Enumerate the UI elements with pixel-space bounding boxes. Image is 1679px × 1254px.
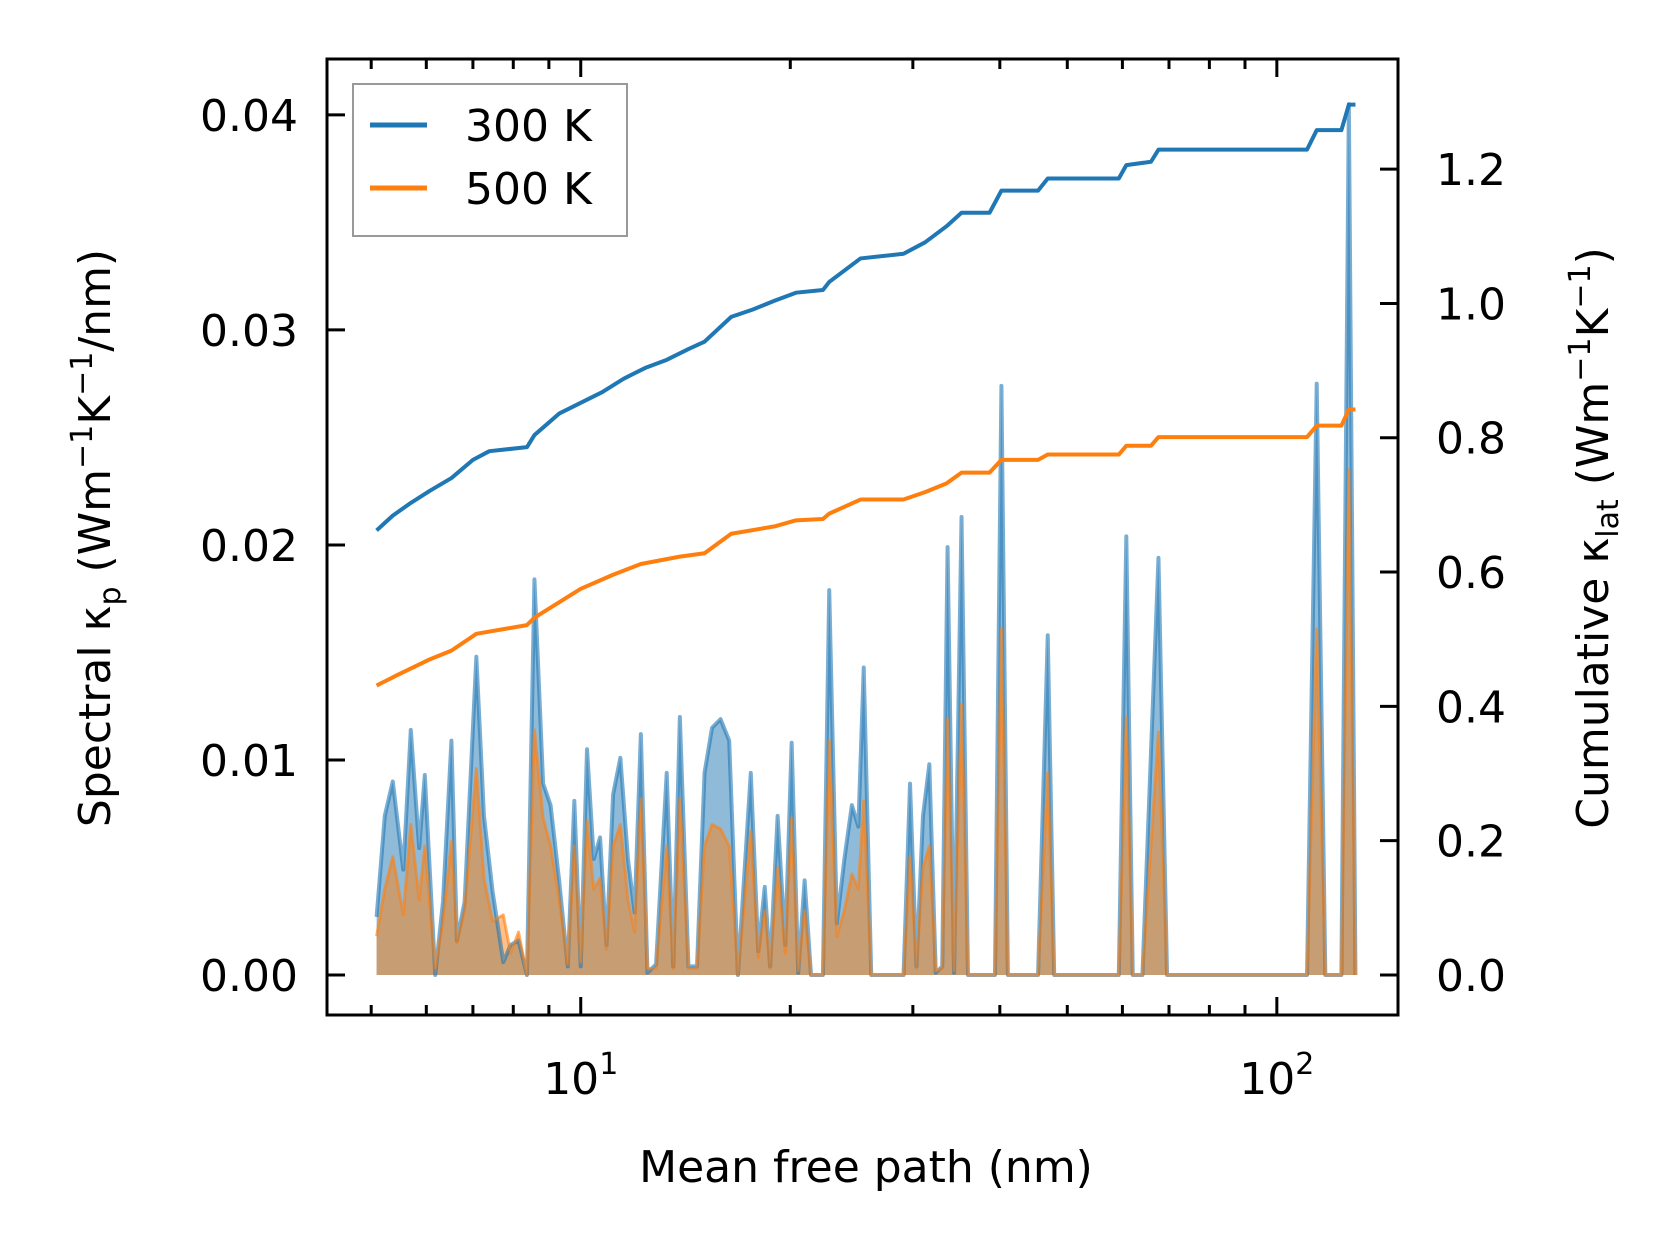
x-axis-label: Mean free path (nm) — [639, 1142, 1093, 1193]
legend: 300 K 500 K — [352, 83, 628, 237]
x-tick-base: 10 — [543, 1054, 599, 1105]
spectral-line-500k — [375, 468, 1357, 977]
y-axis-label-left: Spectral κp (Wm−1K−1/nm) — [65, 249, 128, 827]
y-right-tick-label: 0.6 — [1436, 548, 1506, 599]
cumulative-line-300k — [375, 102, 1356, 532]
plot-frame — [325, 57, 1400, 1017]
y-left-tick-label: 0.01 — [200, 736, 298, 787]
y-right-tick-label: 0.2 — [1436, 817, 1506, 868]
y-left-tick-label: 0.03 — [200, 306, 298, 357]
x-tick-label: 102 — [1239, 1047, 1314, 1105]
data-lines — [374, 102, 1358, 978]
y-right-tick-label: 0.4 — [1436, 682, 1506, 733]
y-left-tick-label: 0.02 — [200, 521, 298, 572]
axis-ticks: 101 1020.000.010.020.030.040.00.20.40.60.… — [200, 59, 1506, 1105]
spectral-line-300k — [374, 102, 1358, 978]
y-left-tick-label: 0.04 — [200, 91, 298, 142]
y-right-tick-label: 1.0 — [1436, 279, 1506, 330]
x-tick-label: 101 — [543, 1047, 618, 1105]
cumulative-line-500k — [375, 407, 1356, 688]
y-right-tick-label: 0.8 — [1436, 414, 1506, 465]
y-axis-label-right: Cumulative κlat (Wm−1K−1) — [1563, 247, 1626, 829]
legend-label-500k: 500 K — [465, 164, 593, 215]
y-right-tick-label: 1.2 — [1436, 145, 1506, 196]
legend-label-300k: 300 K — [465, 101, 593, 152]
y-left-tick-label: 0.00 — [200, 951, 298, 1002]
x-tick-exponent: 1 — [599, 1047, 618, 1082]
x-tick-exponent: 2 — [1295, 1047, 1314, 1082]
x-tick-base: 10 — [1239, 1054, 1295, 1105]
legend-box — [352, 83, 628, 237]
y-right-tick-label: 0.0 — [1436, 951, 1506, 1002]
